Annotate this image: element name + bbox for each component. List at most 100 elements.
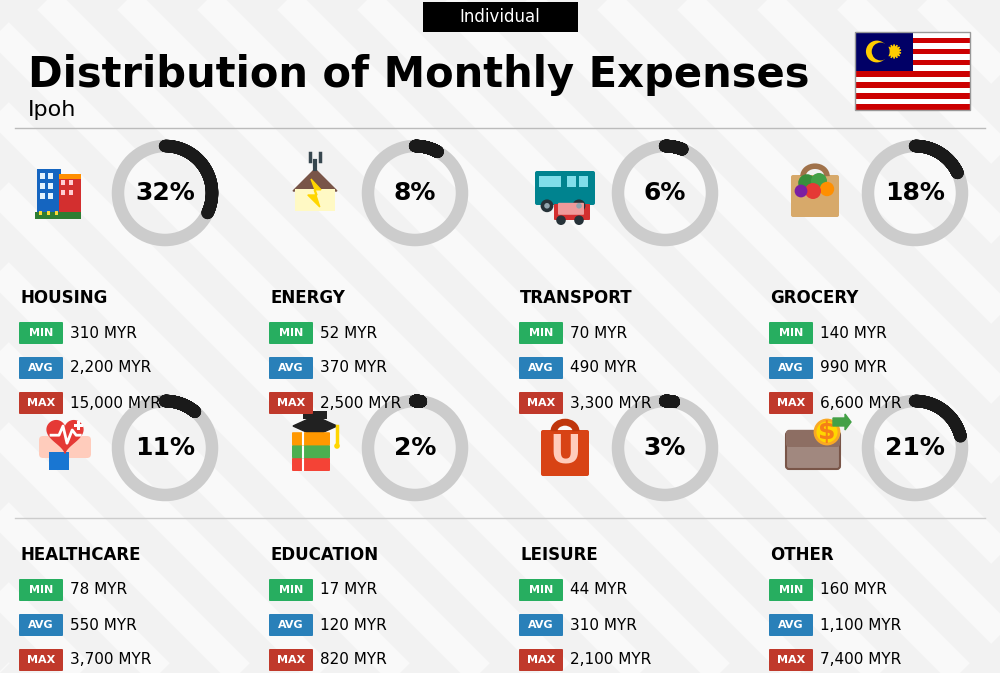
Text: U: U bbox=[549, 432, 581, 470]
Text: 120 MYR: 120 MYR bbox=[320, 618, 387, 633]
FancyBboxPatch shape bbox=[19, 649, 63, 671]
Polygon shape bbox=[293, 416, 337, 436]
FancyBboxPatch shape bbox=[541, 430, 589, 476]
FancyBboxPatch shape bbox=[19, 614, 63, 636]
FancyBboxPatch shape bbox=[855, 71, 970, 77]
FancyBboxPatch shape bbox=[855, 99, 970, 104]
FancyBboxPatch shape bbox=[269, 322, 313, 344]
Text: 11%: 11% bbox=[135, 436, 195, 460]
FancyBboxPatch shape bbox=[39, 211, 42, 215]
Text: $: $ bbox=[818, 420, 836, 444]
Text: 160 MYR: 160 MYR bbox=[820, 583, 887, 598]
FancyBboxPatch shape bbox=[855, 55, 970, 60]
Text: 15,000 MYR: 15,000 MYR bbox=[70, 396, 161, 411]
Text: MAX: MAX bbox=[27, 398, 55, 408]
Text: 70 MYR: 70 MYR bbox=[570, 326, 627, 341]
FancyBboxPatch shape bbox=[855, 104, 970, 110]
Text: 310 MYR: 310 MYR bbox=[570, 618, 637, 633]
FancyBboxPatch shape bbox=[791, 175, 839, 217]
Circle shape bbox=[795, 184, 807, 197]
FancyBboxPatch shape bbox=[769, 614, 813, 636]
FancyBboxPatch shape bbox=[40, 184, 45, 189]
Polygon shape bbox=[887, 44, 901, 59]
FancyBboxPatch shape bbox=[59, 179, 81, 213]
Text: 17 MYR: 17 MYR bbox=[320, 583, 377, 598]
FancyBboxPatch shape bbox=[303, 411, 327, 419]
Text: 7,400 MYR: 7,400 MYR bbox=[820, 653, 901, 668]
Text: AVG: AVG bbox=[278, 620, 304, 630]
FancyBboxPatch shape bbox=[519, 649, 563, 671]
FancyBboxPatch shape bbox=[269, 579, 313, 601]
Polygon shape bbox=[47, 421, 83, 453]
FancyBboxPatch shape bbox=[35, 212, 81, 219]
FancyBboxPatch shape bbox=[292, 445, 330, 458]
Circle shape bbox=[872, 42, 890, 61]
Text: Distribution of Monthly Expenses: Distribution of Monthly Expenses bbox=[28, 54, 810, 96]
FancyBboxPatch shape bbox=[269, 649, 313, 671]
FancyBboxPatch shape bbox=[40, 174, 45, 179]
Text: 820 MYR: 820 MYR bbox=[320, 653, 387, 668]
Text: 140 MYR: 140 MYR bbox=[820, 326, 887, 341]
FancyBboxPatch shape bbox=[855, 87, 970, 94]
Text: 370 MYR: 370 MYR bbox=[320, 361, 387, 376]
Text: MAX: MAX bbox=[27, 655, 55, 665]
FancyBboxPatch shape bbox=[19, 322, 63, 344]
FancyBboxPatch shape bbox=[855, 43, 970, 48]
Text: TRANSPORT: TRANSPORT bbox=[520, 289, 633, 307]
FancyBboxPatch shape bbox=[769, 579, 813, 601]
Text: 990 MYR: 990 MYR bbox=[820, 361, 887, 376]
Text: 52 MYR: 52 MYR bbox=[320, 326, 377, 341]
FancyBboxPatch shape bbox=[855, 65, 970, 71]
Text: GROCERY: GROCERY bbox=[770, 289, 858, 307]
Text: 310 MYR: 310 MYR bbox=[70, 326, 137, 341]
Text: 6%: 6% bbox=[644, 181, 686, 205]
Circle shape bbox=[556, 215, 566, 225]
Text: MAX: MAX bbox=[777, 398, 805, 408]
Circle shape bbox=[334, 444, 340, 449]
Polygon shape bbox=[833, 414, 851, 430]
FancyBboxPatch shape bbox=[769, 357, 813, 379]
FancyBboxPatch shape bbox=[855, 32, 970, 38]
FancyBboxPatch shape bbox=[269, 357, 313, 379]
FancyBboxPatch shape bbox=[69, 180, 73, 185]
FancyBboxPatch shape bbox=[519, 579, 563, 601]
Circle shape bbox=[541, 199, 553, 212]
FancyBboxPatch shape bbox=[48, 174, 53, 179]
Circle shape bbox=[573, 199, 585, 212]
Text: 2,500 MYR: 2,500 MYR bbox=[320, 396, 401, 411]
FancyBboxPatch shape bbox=[61, 180, 65, 185]
Text: AVG: AVG bbox=[28, 363, 54, 373]
Text: MAX: MAX bbox=[527, 398, 555, 408]
FancyBboxPatch shape bbox=[855, 32, 912, 71]
Text: 6,600 MYR: 6,600 MYR bbox=[820, 396, 902, 411]
FancyBboxPatch shape bbox=[422, 2, 578, 32]
Text: AVG: AVG bbox=[528, 620, 554, 630]
Text: 21%: 21% bbox=[885, 436, 945, 460]
Text: MIN: MIN bbox=[279, 585, 303, 595]
Circle shape bbox=[798, 174, 816, 192]
Text: 550 MYR: 550 MYR bbox=[70, 618, 137, 633]
Text: AVG: AVG bbox=[28, 620, 54, 630]
FancyBboxPatch shape bbox=[40, 193, 45, 199]
Text: 18%: 18% bbox=[885, 181, 945, 205]
FancyBboxPatch shape bbox=[519, 357, 563, 379]
FancyBboxPatch shape bbox=[855, 48, 970, 55]
Text: AVG: AVG bbox=[278, 363, 304, 373]
FancyBboxPatch shape bbox=[295, 189, 335, 211]
Polygon shape bbox=[308, 179, 321, 207]
Circle shape bbox=[544, 203, 550, 209]
Text: 78 MYR: 78 MYR bbox=[70, 583, 127, 598]
Text: AVG: AVG bbox=[528, 363, 554, 373]
FancyBboxPatch shape bbox=[786, 430, 840, 447]
FancyBboxPatch shape bbox=[55, 211, 58, 215]
FancyBboxPatch shape bbox=[579, 176, 588, 187]
FancyBboxPatch shape bbox=[539, 176, 561, 187]
Polygon shape bbox=[293, 169, 337, 191]
Text: Individual: Individual bbox=[460, 8, 540, 26]
FancyBboxPatch shape bbox=[855, 82, 970, 87]
Text: OTHER: OTHER bbox=[770, 546, 834, 564]
FancyBboxPatch shape bbox=[47, 211, 50, 215]
Text: MAX: MAX bbox=[777, 655, 805, 665]
FancyBboxPatch shape bbox=[269, 392, 313, 414]
FancyBboxPatch shape bbox=[769, 392, 813, 414]
